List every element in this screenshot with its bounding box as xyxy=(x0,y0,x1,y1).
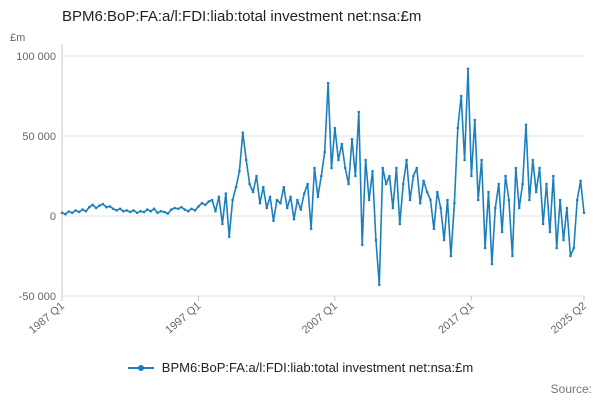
legend-label: BPM6:BoP:FA:a/l:FDI:liab:total investmen… xyxy=(161,360,474,375)
svg-text:2007 Q1: 2007 Q1 xyxy=(300,300,340,336)
chart-title: BPM6:BoP:FA:a/l:FDI:liab:total investmen… xyxy=(62,8,422,25)
svg-text:2025 Q2: 2025 Q2 xyxy=(549,300,589,336)
legend-line-marker-icon xyxy=(127,364,154,371)
svg-text:50 000: 50 000 xyxy=(22,131,56,143)
svg-text:0: 0 xyxy=(50,211,56,223)
svg-text:2017 Q1: 2017 Q1 xyxy=(436,300,476,336)
svg-text:1987 Q1: 1987 Q1 xyxy=(27,300,67,336)
svg-text:-50 000: -50 000 xyxy=(19,291,56,303)
y-axis-unit-label: £m xyxy=(10,32,26,44)
legend[interactable]: BPM6:BoP:FA:a/l:FDI:liab:total investmen… xyxy=(0,360,600,375)
source-label: Source: xyxy=(550,382,592,396)
svg-text:100 000: 100 000 xyxy=(16,51,56,63)
svg-text:1997 Q1: 1997 Q1 xyxy=(163,300,203,336)
